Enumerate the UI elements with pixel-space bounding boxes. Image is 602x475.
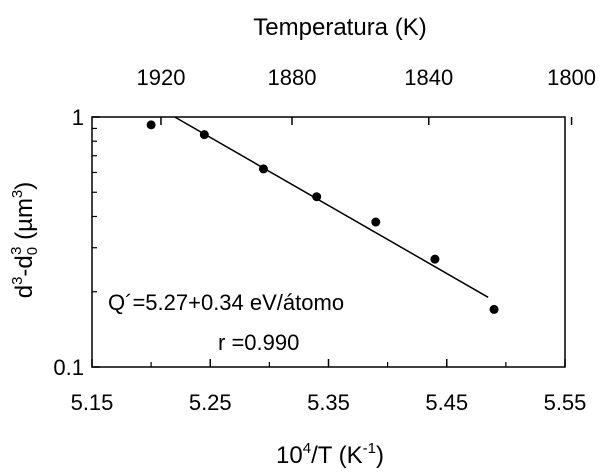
y-title-part-5: (µm <box>11 198 38 246</box>
top-tick-label: 1840 <box>404 65 453 90</box>
top-axis-title: Temperatura (K) <box>253 14 426 41</box>
x-tick-label: 5.45 <box>425 390 468 415</box>
x-axis-title-exp: 4 <box>303 440 311 457</box>
x-tick-label: 5.35 <box>307 390 350 415</box>
annotation-correlation: r =0.990 <box>218 330 299 355</box>
data-point <box>430 254 440 264</box>
x-tick-label: 5.15 <box>71 390 114 415</box>
fit-line <box>174 116 489 298</box>
y-title-part-2: -d <box>11 255 38 276</box>
y-title-part-6: 3 <box>9 190 26 198</box>
data-point <box>146 120 156 130</box>
data-point <box>489 304 499 314</box>
x-axis-title: 104/T (K-1) <box>276 440 384 469</box>
x-tick-label: 5.25 <box>189 390 232 415</box>
y-title-part-1: 3 <box>9 277 26 285</box>
x-axis-title-mid: /T (K <box>311 442 363 469</box>
top-tick-label: 1920 <box>137 65 186 90</box>
x-axis-title-end: ) <box>376 442 384 469</box>
annotation-activation-energy: Q´=5.27+0.34 eV/átomo <box>108 290 344 315</box>
y-title-part-4: 3 <box>8 247 25 255</box>
data-point <box>371 217 381 227</box>
y-title-part-7: ) <box>11 182 38 190</box>
x-axis-ticks: 5.15 5.25 5.35 5.45 5.55 <box>71 359 587 415</box>
x-axis-title-exp2: -1 <box>363 440 376 457</box>
y-tick-label: 0.1 <box>53 355 84 380</box>
data-point <box>199 130 209 140</box>
data-points <box>146 120 499 314</box>
x-tick-label: 5.55 <box>544 390 587 415</box>
top-tick-label: 1880 <box>268 65 317 90</box>
y-axis-ticks: 0.11 <box>53 105 100 380</box>
x-axis-title-base: 10 <box>276 442 303 469</box>
y-title-part-0: d <box>11 285 38 298</box>
y-title-part-3: 0 <box>24 247 41 255</box>
y-axis-title: d3-d03 (µm3) <box>8 182 41 299</box>
data-point <box>258 164 268 174</box>
y-tick-label: 1 <box>72 105 84 130</box>
top-axis-ticks: 1920 1880 1840 1800 <box>137 65 596 125</box>
plot-frame <box>91 116 566 368</box>
data-point <box>312 192 322 202</box>
top-tick-label: 1800 <box>547 65 596 90</box>
